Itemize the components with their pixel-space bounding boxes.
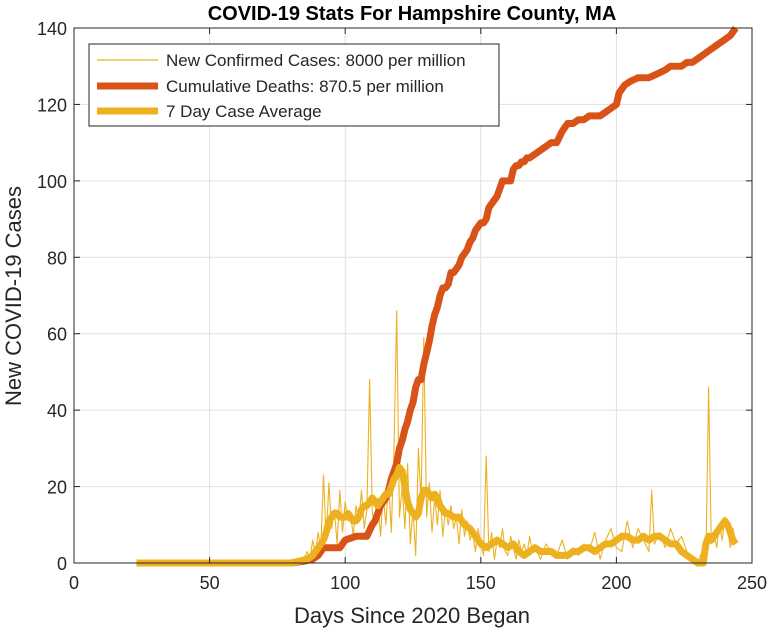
- y-tick-label: 80: [47, 248, 67, 268]
- y-tick-label: 120: [37, 95, 67, 115]
- y-tick-label: 100: [37, 172, 67, 192]
- legend-label-deaths: Cumulative Deaths: 870.5 per million: [166, 77, 444, 96]
- x-tick-label: 150: [466, 573, 496, 593]
- x-tick-label: 100: [330, 573, 360, 593]
- x-tick-label: 200: [601, 573, 631, 593]
- legend: New Confirmed Cases: 8000 per million Cu…: [88, 43, 500, 127]
- x-tick-label: 50: [200, 573, 220, 593]
- x-tick-label: 250: [737, 573, 767, 593]
- axes: 0 50 100 150 200 250 0 20 40 60 80 100 120 140: [37, 19, 767, 593]
- y-tick-label: 40: [47, 401, 67, 421]
- legend-label-new-cases: New Confirmed Cases: 8000 per million: [166, 51, 466, 70]
- y-tick-label: 60: [47, 325, 67, 345]
- chart-title: COVID-19 Stats For Hampshire County, MA: [208, 3, 617, 25]
- y-tick-label: 140: [37, 19, 67, 39]
- series-line-2: [136, 464, 739, 567]
- series-layer: [136, 25, 739, 567]
- y-tick-label: 20: [47, 478, 67, 498]
- axes-box: [73, 27, 753, 564]
- x-axis-label: Days Since 2020 Began: [294, 603, 530, 628]
- legend-label-average: 7 Day Case Average: [166, 102, 322, 121]
- y-tick-label: 0: [57, 554, 67, 574]
- y-axis-label: New COVID-19 Cases: [1, 186, 26, 406]
- series-line-0: [136, 310, 737, 564]
- series-line-1: [290, 25, 739, 567]
- x-tick-label: 0: [69, 573, 79, 593]
